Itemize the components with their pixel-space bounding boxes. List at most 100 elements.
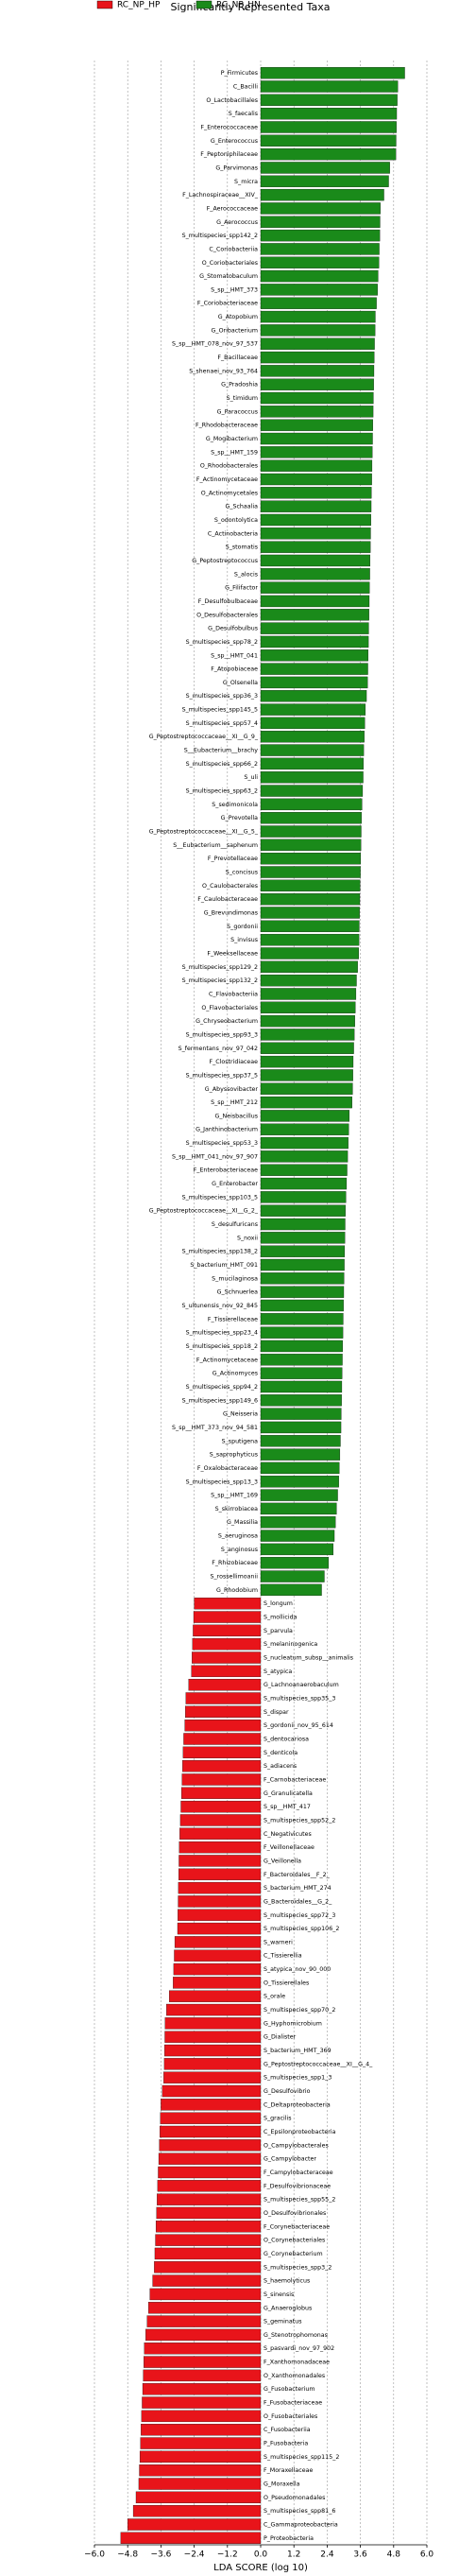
- bar: [180, 1787, 262, 1799]
- category-label: S_multispecies_spp72_3: [264, 1912, 335, 1919]
- category-label: G_Pradoshia: [221, 382, 258, 389]
- category-label: C_Gammaproteobacteria: [264, 2522, 338, 2529]
- category-label: G_Moraxella: [264, 2481, 300, 2488]
- x-tick-label: 3.6: [353, 2550, 367, 2560]
- category-label: S_pasvardi_nov_97_902: [264, 2345, 334, 2352]
- bar: [142, 2383, 262, 2395]
- category-label: S_gordonii_nov_95_614: [264, 1722, 333, 1729]
- category-label: F_Clostridiaceae: [209, 1059, 258, 1065]
- category-label: S_multispecies_spp129_2: [182, 964, 258, 971]
- category-label: O_Desulfovibrionales: [264, 2210, 326, 2217]
- category-label: G_Brevundimonas: [204, 909, 258, 916]
- x-tick-label: 1.2: [287, 2550, 300, 2560]
- category-label: F_Enterobacteriaceae: [194, 1167, 258, 1174]
- bar: [143, 2369, 262, 2382]
- category-label: F_Veillonellaceae: [264, 1844, 314, 1851]
- bar: [260, 717, 366, 730]
- category-label: G_Stomatobaculum: [199, 273, 258, 280]
- bar: [260, 1042, 354, 1054]
- category-label: F_Caulobacteraceae: [197, 896, 258, 903]
- bar: [260, 757, 364, 770]
- bar: [260, 798, 363, 811]
- category-label: G_Neisseria: [223, 1411, 258, 1418]
- bar: [260, 1557, 330, 1569]
- bar: [142, 2396, 262, 2409]
- category-label: G_Campylobacter: [264, 2156, 316, 2163]
- bar: [260, 487, 372, 499]
- bar: [260, 1340, 343, 1353]
- category-label: S_multispecies_spp115_2: [264, 2454, 339, 2461]
- category-label: G_Schnuerlea: [217, 1289, 259, 1296]
- category-label: F_Coriobacteriaceae: [197, 301, 258, 307]
- bar: [181, 1773, 262, 1786]
- category-label: S_multispecies_spp145_5: [182, 707, 258, 714]
- category-label: G_Actinomyces: [212, 1371, 258, 1377]
- category-label: F_Bacteroidales__F_2_: [264, 1872, 331, 1878]
- category-label: S_sp__HMT_373_nov_94_581: [172, 1425, 258, 1431]
- bar: [160, 2125, 262, 2138]
- bar: [260, 297, 377, 309]
- legend-swatch: [96, 0, 113, 9]
- category-label: S_warneri: [264, 1939, 293, 1945]
- bar: [260, 66, 405, 79]
- category-label: S_multispecies_spp132_2: [182, 977, 258, 984]
- category-label: S_noxii: [237, 1235, 258, 1241]
- category-label: O_Fusobacteriales: [264, 2413, 317, 2420]
- category-label: S_sinensis: [264, 2291, 294, 2298]
- category-label: O_Campylobacterales: [264, 2142, 329, 2149]
- bar: [260, 1448, 341, 1461]
- bar: [178, 1841, 262, 1854]
- category-label: S_shenaei_nov_93_764: [189, 368, 258, 374]
- category-label: G_Paracoccus: [217, 408, 258, 415]
- bar: [260, 676, 368, 689]
- bar: [260, 419, 373, 431]
- bar: [177, 1922, 262, 1935]
- bar: [260, 351, 375, 364]
- bar: [260, 1029, 355, 1041]
- bar: [260, 595, 370, 608]
- category-label: F_Tissierellaceae: [208, 1316, 258, 1323]
- category-label: G_Massilia: [227, 1519, 258, 1526]
- bar: [162, 2084, 262, 2098]
- category-label: S_faecalis: [229, 111, 258, 117]
- category-label: S_nucleatum_subsp__animalis: [264, 1655, 353, 1662]
- bar: [260, 1476, 339, 1488]
- bar: [260, 1489, 338, 1501]
- category-label: S_mucilaginosa: [212, 1275, 258, 1282]
- bar: [260, 744, 365, 756]
- bar: [260, 216, 381, 228]
- category-label: S_multispecies_spp23_4: [186, 1330, 258, 1337]
- category-label: S_multispecies_spp36_3: [186, 693, 258, 700]
- category-label: P_Fusobacteria: [264, 2441, 308, 2447]
- bar: [260, 933, 360, 946]
- category-label: G_Peptostreptococcaceae__XI__G_4_: [264, 2061, 373, 2067]
- category-label: G_Fusobacterium: [264, 2386, 315, 2393]
- bar: [183, 1733, 262, 1745]
- bar: [260, 663, 368, 675]
- bar: [139, 2450, 262, 2464]
- bar: [260, 649, 368, 662]
- x-tick-label: 2.4: [320, 2550, 334, 2560]
- category-label: G_Peptostreptococcaceae__XI__G_5_: [149, 829, 259, 836]
- category-label: C_Coriobacteriia: [209, 246, 258, 252]
- category-label: S_multispecies_spp18_2: [186, 1343, 258, 1350]
- category-label: S_multispecies_spp3_2: [264, 2264, 332, 2271]
- category-label: O_Coriobacteriales: [202, 260, 258, 267]
- category-label: G_Aerococcus: [216, 219, 258, 226]
- bar: [163, 2071, 262, 2083]
- bar: [260, 134, 397, 147]
- bar: [179, 1827, 262, 1840]
- bar: [184, 1719, 262, 1732]
- category-label: S_multispecies_spp78_2: [186, 639, 258, 646]
- bar: [260, 771, 364, 784]
- bar: [260, 1461, 340, 1475]
- bar: [260, 121, 397, 133]
- category-label: G_Rhodobium: [216, 1587, 258, 1594]
- category-label: S_bacterium_HMT_274: [264, 1885, 332, 1892]
- bar: [260, 1110, 350, 1122]
- x-tick-label: −1.2: [217, 2550, 238, 2560]
- bar: [260, 147, 397, 161]
- bar: [260, 690, 367, 702]
- bar: [260, 974, 357, 987]
- bar: [178, 1895, 262, 1908]
